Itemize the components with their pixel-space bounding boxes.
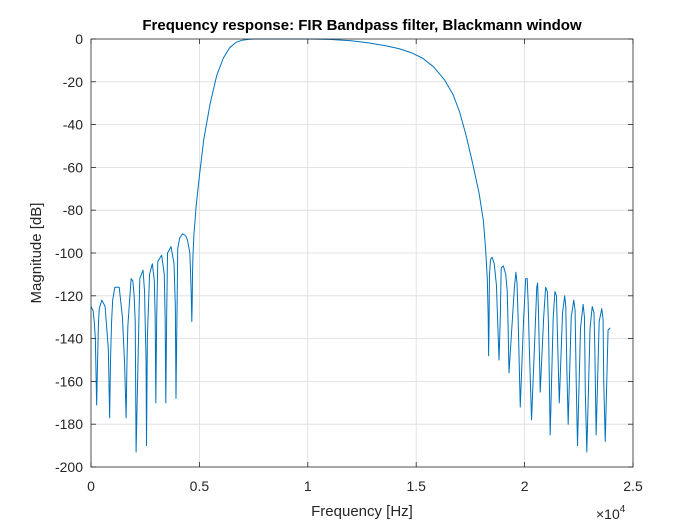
series-layer: [90, 38, 611, 453]
y-tick-label: -100: [55, 245, 83, 261]
x-tick-label: 2.5: [623, 478, 643, 494]
y-tick-label: -40: [63, 117, 83, 133]
y-tick-label: -160: [55, 373, 83, 389]
x-exponent-power: 4: [620, 504, 626, 515]
x-tick-label: 0: [87, 478, 95, 494]
y-tick-label: -80: [63, 202, 83, 218]
x-axis-label: Frequency [Hz]: [311, 503, 413, 520]
x-tick-label: 2: [521, 478, 529, 494]
y-tick-label: -180: [55, 416, 83, 432]
y-tick-label: -20: [63, 74, 83, 90]
y-axis-label: Magnitude [dB]: [28, 203, 45, 304]
x-tick-labels: 0 0.5 1 1.5 2 2.5: [87, 478, 643, 494]
x-tick-label: 1.5: [406, 478, 426, 494]
y-tick-label: 0: [75, 31, 83, 47]
chart-title: Frequency response: FIR Bandpass filter,…: [142, 17, 582, 34]
x-exponent-label: ×104: [596, 504, 626, 522]
magnitude-response-line: [90, 38, 611, 453]
y-tick-label: -60: [63, 159, 83, 175]
x-tick-label: 1: [304, 478, 312, 494]
y-tick-label: -200: [55, 459, 83, 475]
y-tick-label: -120: [55, 288, 83, 304]
y-tick-labels: 0 -20 -40 -60 -80 -100 -120 -140 -160 -180 -200: [55, 31, 83, 475]
axis-ticks: [90, 38, 634, 468]
x-exponent-base: ×10: [596, 506, 620, 522]
y-tick-label: -140: [55, 331, 83, 347]
x-tick-label: 0.5: [190, 478, 210, 494]
